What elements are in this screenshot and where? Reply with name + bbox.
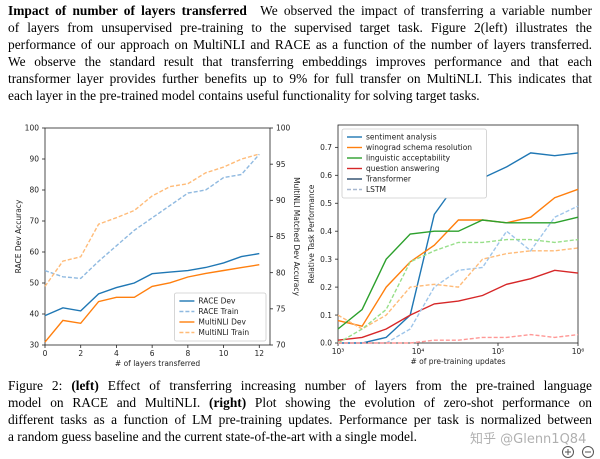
legend-box bbox=[341, 128, 487, 199]
y2-tick-label: 100 bbox=[276, 124, 291, 133]
series-line bbox=[337, 238, 579, 344]
caption-line: model on RACE and MultiNLI. (right) Plot… bbox=[8, 394, 592, 411]
series-line bbox=[338, 333, 579, 344]
x-tick-label: 10⁴ bbox=[412, 347, 425, 356]
y-tick-label: 80 bbox=[29, 186, 39, 195]
legend-box bbox=[173, 292, 267, 342]
x-tick-label: 12 bbox=[255, 349, 265, 358]
text: We observed the impact of transferring a… bbox=[260, 3, 592, 18]
text-line: transformer layer provides further benef… bbox=[8, 70, 592, 87]
y-tick-label: 0.1 bbox=[320, 311, 332, 320]
text-line: Impact of number of layers transferred W… bbox=[8, 2, 592, 19]
y-tick-label: 30 bbox=[29, 341, 39, 350]
y-axis-label: RACE Dev Accuracy bbox=[14, 199, 23, 273]
y2-tick-label: 95 bbox=[276, 160, 286, 169]
caption-line: a random guess baseline and the current … bbox=[8, 428, 592, 445]
legend-label: Transformer bbox=[365, 175, 412, 184]
x-tick-label: 10⁶ bbox=[572, 347, 585, 356]
text: of layers from unsupervised pre-training… bbox=[8, 20, 592, 35]
y-tick-label: 0.0 bbox=[320, 339, 332, 348]
text-line: of layers from unsupervised pre-training… bbox=[8, 19, 592, 36]
text: performance of our approach on MultiNLI … bbox=[8, 37, 592, 52]
y-tick-label: 0.3 bbox=[320, 255, 332, 264]
y-tick-label: 0.7 bbox=[320, 143, 332, 152]
caption-line: Figure 2: (left) Effect of transferring … bbox=[8, 377, 592, 394]
caption-text: (left) bbox=[71, 378, 99, 393]
zoom-in-icon bbox=[565, 449, 571, 455]
legend-label: question answering bbox=[366, 164, 440, 173]
legend-label: sentiment analysis bbox=[366, 133, 437, 142]
legend-label: winograd schema resolution bbox=[366, 143, 472, 152]
text-line: performance of our approach on MultiNLI … bbox=[8, 36, 592, 53]
watermark: 知乎 @Glenn1Q84 bbox=[470, 432, 587, 447]
caption-text: a random guess baseline and the current … bbox=[8, 429, 418, 444]
y-tick-label: 40 bbox=[29, 310, 39, 319]
x-tick-label: 10⁵ bbox=[492, 347, 505, 356]
series-line bbox=[44, 153, 260, 280]
y2-tick-label: 90 bbox=[276, 196, 286, 205]
caption-text: Figure 2: bbox=[8, 378, 72, 393]
y-tick-label: 0.6 bbox=[320, 171, 332, 180]
series-line bbox=[337, 216, 579, 330]
y-tick-label: 0.2 bbox=[320, 283, 332, 292]
y-tick-label: 50 bbox=[29, 279, 39, 288]
y-tick-label: 90 bbox=[29, 155, 39, 164]
x-tick-label: 8 bbox=[185, 349, 190, 358]
y-tick-label: 0.5 bbox=[320, 199, 332, 208]
y2-tick-label: 85 bbox=[276, 232, 286, 241]
caption-text: different tasks as a function of LM pre-… bbox=[8, 412, 592, 427]
x-tick-label: 2 bbox=[78, 349, 83, 358]
y2-tick-label: 80 bbox=[276, 268, 286, 277]
legend-label: RACE Train bbox=[198, 307, 239, 316]
x-tick-label: 10 bbox=[219, 349, 229, 358]
caption-line: different tasks as a function of LM pre-… bbox=[8, 411, 592, 428]
text: transformer layer provides further benef… bbox=[8, 71, 592, 86]
heading: Impact of number of layers transferred bbox=[8, 3, 247, 18]
text: We observe the standard result that tran… bbox=[8, 54, 592, 69]
series-line bbox=[44, 252, 260, 317]
y-tick-label: 0.4 bbox=[320, 227, 332, 236]
plot-frame bbox=[337, 124, 579, 344]
legend-label: MultiNLI Dev bbox=[198, 318, 246, 327]
text: each layer in the pre-trained model cont… bbox=[8, 88, 480, 103]
caption-text: Effect of transferring increasing number… bbox=[98, 378, 593, 393]
zoom-in[interactable] bbox=[562, 446, 574, 458]
text-line: each layer in the pre-trained model cont… bbox=[8, 87, 592, 104]
legend-label: linguistic acceptability bbox=[366, 154, 451, 163]
caption-text: (right) bbox=[209, 395, 247, 410]
x-tick-label: 10³ bbox=[332, 347, 345, 356]
legend-label: RACE Dev bbox=[198, 297, 236, 306]
y2-axis-label: MultiNLI Matched Dev Accuracy bbox=[292, 177, 301, 296]
y-axis-label: Relative Task Performance bbox=[307, 184, 316, 283]
x-axis-label: # of pre-training updates bbox=[410, 357, 505, 366]
series-line bbox=[337, 188, 579, 327]
series-line bbox=[44, 153, 260, 287]
series-line bbox=[338, 205, 579, 344]
legend-label: LSTM bbox=[366, 185, 386, 194]
caption: Figure 2: (left) Effect of transferring … bbox=[8, 377, 592, 445]
paragraph: Impact of number of layers transferred W… bbox=[8, 2, 592, 104]
text-line: We observe the standard result that tran… bbox=[8, 53, 592, 70]
caption-text: model on RACE and MultiNLI. bbox=[8, 395, 209, 410]
y-tick-label: 70 bbox=[29, 217, 39, 226]
zoom-controls[interactable] bbox=[560, 445, 600, 459]
x-tick-label: 0 bbox=[43, 349, 48, 358]
y-tick-label: 100 bbox=[25, 124, 40, 133]
y2-tick-label: 70 bbox=[276, 341, 286, 350]
zoom-out[interactable] bbox=[582, 446, 594, 458]
x-tick-label: 6 bbox=[150, 349, 155, 358]
x-tick-label: 4 bbox=[114, 349, 119, 358]
caption-text: Plot showing the evolution of zero-shot … bbox=[246, 395, 592, 410]
legend-label: MultiNLI Train bbox=[198, 328, 249, 337]
series-line bbox=[337, 247, 579, 330]
x-axis-label: # of layers transferred bbox=[115, 359, 200, 368]
y2-tick-label: 75 bbox=[276, 305, 286, 314]
series-line bbox=[337, 269, 579, 341]
series-line bbox=[44, 264, 260, 343]
y-tick-label: 60 bbox=[29, 248, 39, 257]
